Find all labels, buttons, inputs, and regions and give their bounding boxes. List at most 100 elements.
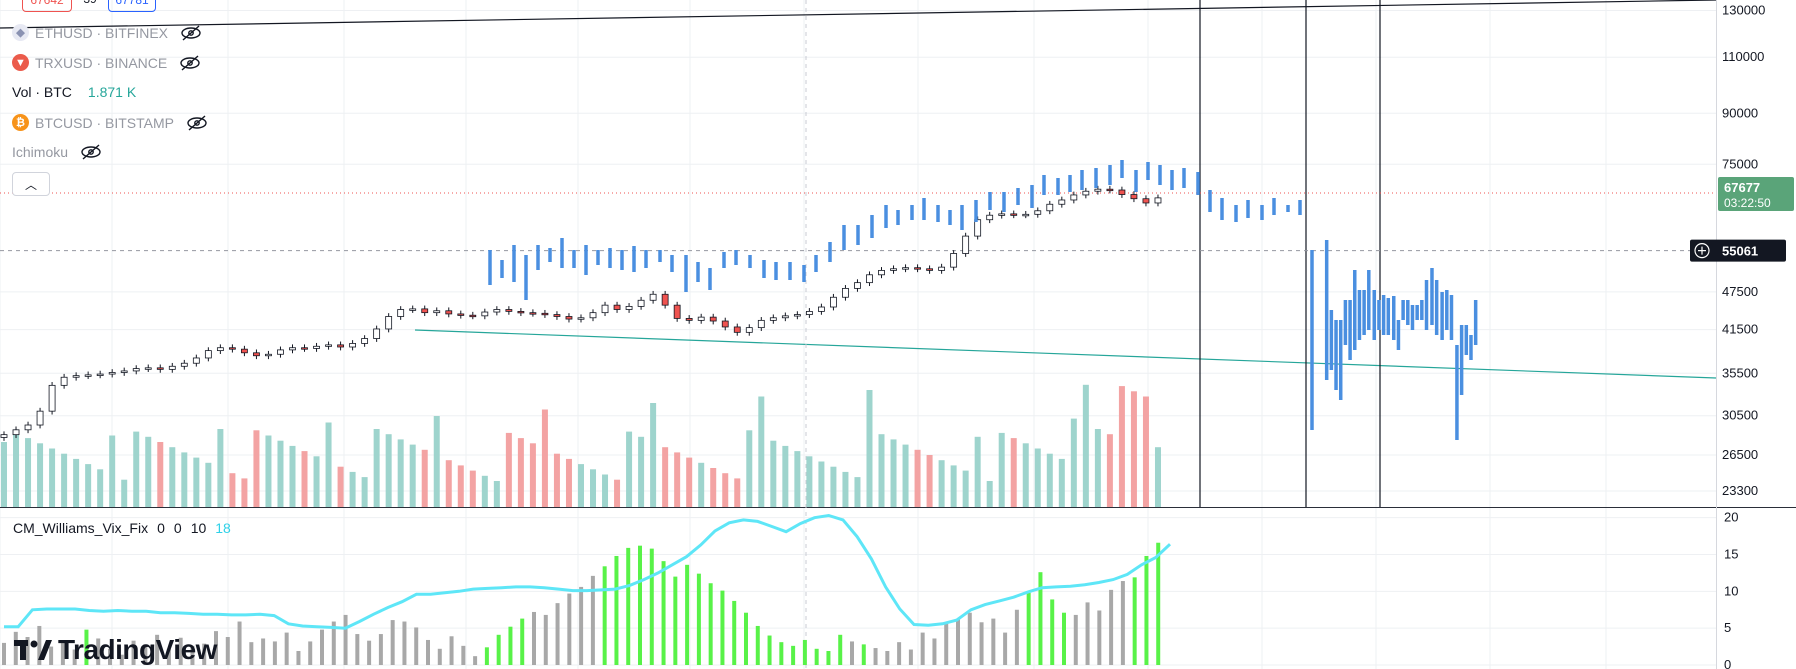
candle-body (577, 317, 585, 320)
legend-eth-label: ETHUSD · BITFINEX (35, 24, 169, 41)
vix-bar (1097, 610, 1102, 665)
vix-bar (614, 555, 619, 665)
vix-bar (920, 632, 925, 665)
volume-bar (1, 442, 7, 507)
vix-bar (25, 637, 30, 665)
volume-bar (1142, 396, 1149, 507)
volume-bar (1130, 391, 1137, 507)
candle-body (613, 304, 621, 310)
candle-body (433, 310, 441, 314)
candle-body (241, 348, 248, 354)
volume-bar (13, 432, 20, 507)
candle-body (0, 434, 8, 438)
candle-body (253, 352, 260, 357)
candle-body (1070, 194, 1078, 201)
volume-bar (49, 448, 56, 507)
last-price-value: 67677 (1724, 180, 1760, 195)
vix-bar (1026, 592, 1031, 665)
price-pill-left: 67642 (22, 0, 72, 12)
volume-bar (758, 396, 765, 507)
volume-bar (337, 466, 344, 507)
volume-bar (61, 453, 68, 507)
volume-bar (313, 456, 320, 507)
volume-bar (962, 470, 969, 507)
vix-bar (508, 626, 513, 665)
legend-ichimoku[interactable]: Ichimoku (12, 144, 102, 160)
volume-bar (974, 436, 981, 507)
legend-trx[interactable]: ▼ TRXUSD · BINANCE (12, 54, 201, 71)
volume-bar (469, 470, 476, 507)
candle-body (938, 266, 946, 271)
indicator-axis-label: 5 (1724, 620, 1731, 635)
vix-bar (696, 573, 701, 665)
candle-body (60, 376, 68, 386)
hidden-eye-icon[interactable] (80, 144, 102, 160)
candle-body (1010, 213, 1018, 216)
hidden-eye-icon[interactable] (186, 114, 208, 131)
bitcoin-icon: ₿ (12, 114, 29, 131)
legend-eth[interactable]: ◆ ETHUSD · BITFINEX (12, 24, 202, 41)
vix-bar (661, 561, 666, 665)
candle-body (649, 293, 657, 301)
vix-bar (484, 647, 489, 665)
candle-body (313, 345, 320, 349)
volume-bar (914, 449, 921, 507)
candle-body (878, 269, 885, 276)
candle-body (986, 214, 994, 221)
candle-body (902, 267, 909, 270)
vix-bar (779, 642, 784, 665)
vix-bar (437, 648, 442, 665)
vix-bar (602, 566, 607, 665)
vix-bar (1132, 577, 1137, 665)
volume-bar (686, 457, 693, 507)
indicator-legend[interactable]: CM_Williams_Vix_Fix 0 0 10 18 (13, 520, 231, 536)
vix-bar (1038, 572, 1043, 665)
volume-bar (121, 479, 128, 507)
candle-body (854, 282, 861, 289)
volume-bar (638, 436, 645, 507)
vix-bar (732, 600, 737, 665)
candle-body (325, 344, 332, 347)
vix-bar (72, 649, 77, 665)
candle-body (385, 316, 393, 330)
price-axis-label: 110000 (1722, 49, 1764, 64)
add-alert-icon (1694, 243, 1710, 259)
candle-body (974, 219, 982, 237)
collapse-legend-button[interactable]: ︿ (12, 172, 50, 196)
vix-bar (991, 618, 996, 665)
candle-body (950, 253, 958, 268)
price-axis-label: 35500 (1722, 365, 1758, 380)
vix-bar (590, 575, 595, 665)
indicator-param-2: 0 (173, 520, 182, 536)
vix-bar (814, 648, 819, 665)
hidden-eye-icon[interactable] (179, 54, 201, 71)
volume-bar (986, 481, 993, 507)
vix-bar (378, 634, 383, 665)
candle-body (84, 374, 92, 377)
vix-bar (320, 629, 324, 665)
vix-bar (190, 645, 195, 665)
candle-body (481, 311, 489, 317)
legend-btc[interactable]: ₿ BTCUSD · BITSTAMP (12, 114, 208, 131)
candle-body (409, 308, 417, 311)
volume-bar (133, 431, 140, 507)
candle-body (733, 326, 741, 333)
indicator-name: CM_Williams_Vix_Fix (13, 520, 149, 536)
vix-bar (1109, 589, 1114, 665)
candle-body (120, 370, 128, 373)
volume-bar (529, 443, 536, 507)
volume-bar (37, 443, 44, 507)
volume-bar (782, 445, 789, 507)
price-pill-right: 67781 (108, 0, 156, 12)
candle-body (962, 235, 970, 254)
volume-bar (818, 461, 825, 507)
candle-body (637, 299, 645, 307)
legend-vol[interactable]: Vol · BTC 1.871 K (12, 84, 136, 100)
vix-bar (555, 603, 560, 665)
crosshair-price-value: 55061 (1722, 244, 1758, 259)
candle-body (818, 306, 825, 312)
volume-bar (614, 479, 621, 507)
hidden-eye-icon[interactable] (180, 24, 202, 41)
vix-bar (473, 656, 478, 665)
